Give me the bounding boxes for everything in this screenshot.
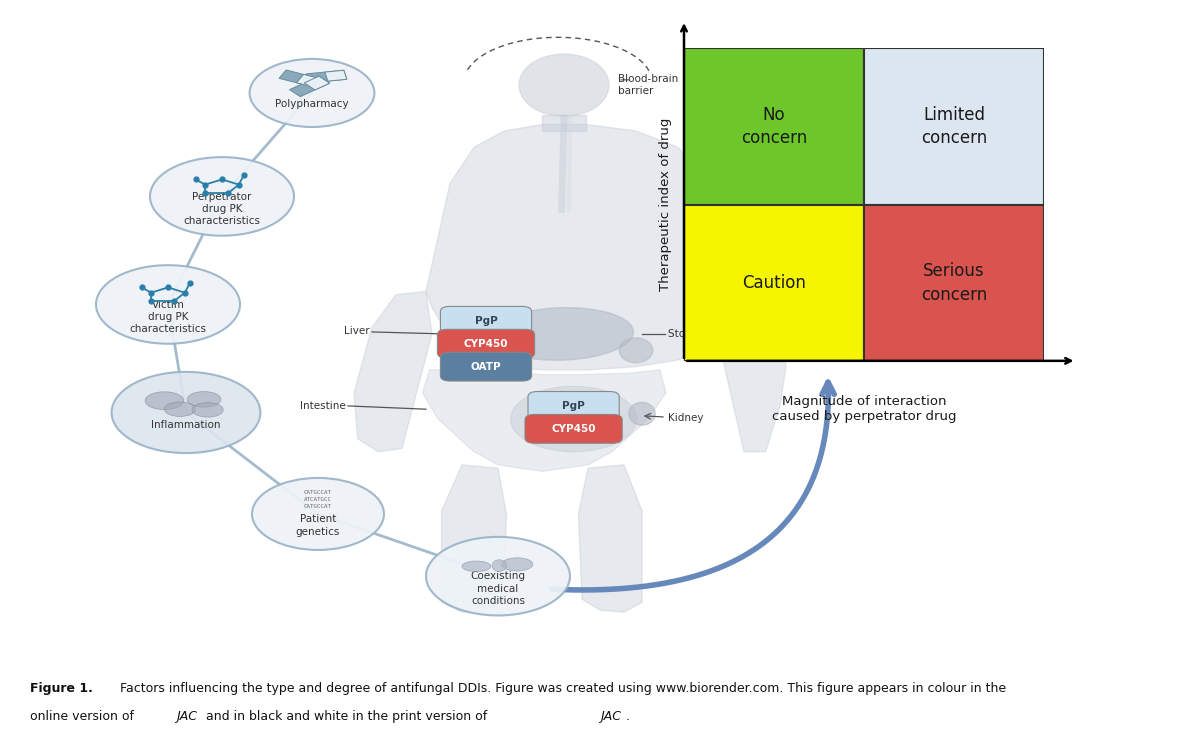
Ellipse shape xyxy=(492,559,506,571)
Text: Caution: Caution xyxy=(742,274,806,292)
Text: Polypharmacy: Polypharmacy xyxy=(275,99,349,109)
Ellipse shape xyxy=(619,338,653,363)
Polygon shape xyxy=(422,370,666,472)
Polygon shape xyxy=(542,115,586,131)
Polygon shape xyxy=(720,262,786,452)
Text: Stomach (pH): Stomach (pH) xyxy=(668,329,740,339)
Ellipse shape xyxy=(520,54,610,116)
Circle shape xyxy=(150,157,294,236)
Text: CATGCCAT
ATCATGCC
CATGCCAT: CATGCCAT ATCATGCC CATGCCAT xyxy=(304,490,332,509)
Polygon shape xyxy=(289,76,330,97)
FancyBboxPatch shape xyxy=(440,352,532,381)
Polygon shape xyxy=(325,70,347,81)
Text: JAC: JAC xyxy=(176,710,197,723)
Text: online version of: online version of xyxy=(30,710,138,723)
Text: Therapeutic index of drug: Therapeutic index of drug xyxy=(660,118,672,292)
Polygon shape xyxy=(306,70,347,83)
Circle shape xyxy=(96,265,240,344)
Text: No
concern: No concern xyxy=(740,106,808,147)
Circle shape xyxy=(252,478,384,550)
Ellipse shape xyxy=(629,403,655,426)
Bar xyxy=(864,48,1044,205)
Ellipse shape xyxy=(502,558,533,571)
Text: Inflammation: Inflammation xyxy=(151,420,221,431)
Circle shape xyxy=(250,59,374,127)
Text: Blood-brain
barrier: Blood-brain barrier xyxy=(618,74,678,96)
FancyBboxPatch shape xyxy=(438,330,535,358)
Polygon shape xyxy=(354,292,432,452)
Text: Liver: Liver xyxy=(344,327,370,336)
Text: Intestine: Intestine xyxy=(300,401,346,411)
Text: PgP: PgP xyxy=(475,315,497,326)
Polygon shape xyxy=(280,70,320,87)
Bar xyxy=(684,205,864,361)
Text: Patient
genetics: Patient genetics xyxy=(296,514,340,536)
FancyBboxPatch shape xyxy=(526,414,622,443)
Ellipse shape xyxy=(145,392,184,410)
Text: Serious
concern: Serious concern xyxy=(920,262,988,304)
Ellipse shape xyxy=(164,402,196,417)
Text: .: . xyxy=(625,710,629,723)
Polygon shape xyxy=(296,74,320,87)
Text: and in black and white in the print version of: and in black and white in the print vers… xyxy=(202,710,491,723)
Ellipse shape xyxy=(490,307,634,360)
Text: Limited
concern: Limited concern xyxy=(920,106,988,147)
Text: Victim
drug PK
characteristics: Victim drug PK characteristics xyxy=(130,300,206,334)
Ellipse shape xyxy=(511,386,637,452)
Circle shape xyxy=(426,537,570,615)
Text: Factors influencing the type and degree of antifungal DDIs. Figure was created u: Factors influencing the type and degree … xyxy=(112,682,1006,695)
FancyBboxPatch shape xyxy=(440,307,532,336)
Text: OATP: OATP xyxy=(470,362,502,372)
Text: JAC: JAC xyxy=(600,710,622,723)
Polygon shape xyxy=(578,465,642,612)
Text: Kidney: Kidney xyxy=(668,413,704,423)
Text: Coexisting
medical
conditions: Coexisting medical conditions xyxy=(470,571,526,606)
Polygon shape xyxy=(426,124,738,370)
Text: Figure 1.: Figure 1. xyxy=(30,682,92,695)
Bar xyxy=(864,205,1044,361)
Polygon shape xyxy=(305,76,330,90)
Bar xyxy=(684,48,864,205)
Text: PgP: PgP xyxy=(563,401,584,411)
Ellipse shape xyxy=(192,403,223,417)
Text: CYP450: CYP450 xyxy=(463,339,509,349)
Text: Perpetrator
drug PK
characteristics: Perpetrator drug PK characteristics xyxy=(184,192,260,226)
Polygon shape xyxy=(442,465,506,612)
Ellipse shape xyxy=(187,391,221,407)
Text: CYP450: CYP450 xyxy=(551,424,596,434)
Circle shape xyxy=(112,372,260,453)
Text: Magnitude of interaction
caused by perpetrator drug: Magnitude of interaction caused by perpe… xyxy=(772,395,956,423)
FancyBboxPatch shape xyxy=(528,391,619,420)
Ellipse shape xyxy=(462,561,491,571)
